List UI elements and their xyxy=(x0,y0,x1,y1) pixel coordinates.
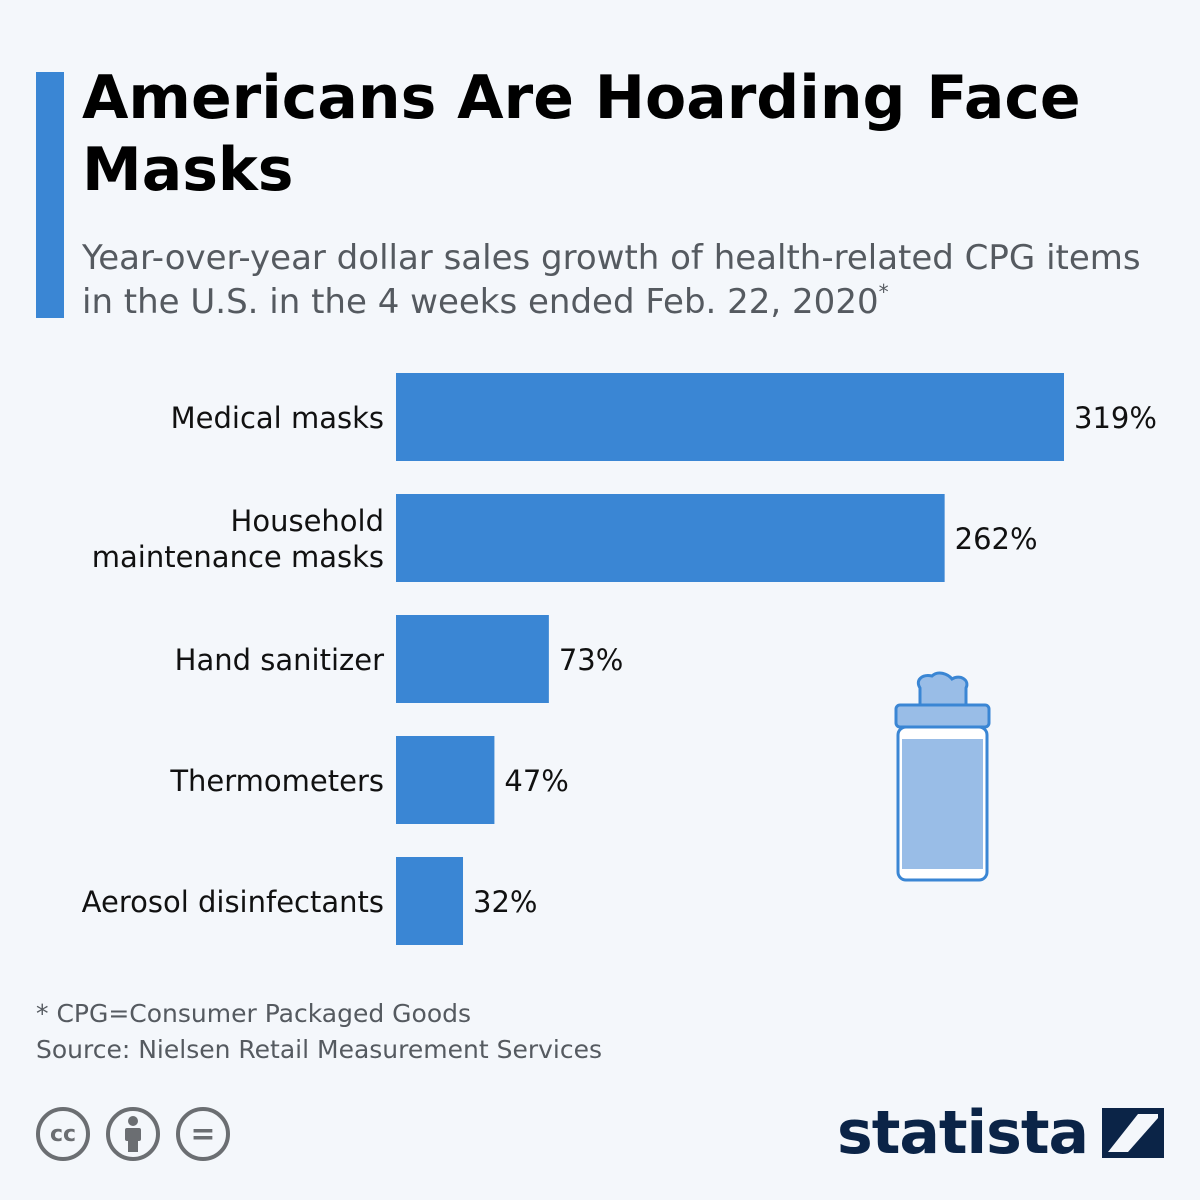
bar-2 xyxy=(396,615,549,703)
no-derivatives-icon[interactable]: = xyxy=(176,1107,230,1161)
bar-chart: 319% Medical masks 262% Household maintenanc… xyxy=(82,373,1157,945)
cc-icon-label: cc xyxy=(49,1121,77,1147)
footnote-cpg: * CPG=Consumer Packaged Goods xyxy=(36,999,472,1028)
category-label-line: maintenance masks xyxy=(92,540,384,574)
bar-1 xyxy=(396,494,945,582)
bar-3 xyxy=(396,736,495,824)
category-label-line: Aerosol disinfectants xyxy=(82,885,384,919)
statista-mark-icon xyxy=(1102,1108,1164,1158)
brand-name: statista xyxy=(836,1098,1089,1168)
category-label-line: Thermometers xyxy=(169,764,384,798)
bars-group: 319% Medical masks 262% Household maintenanc… xyxy=(82,373,1157,945)
source-note: Source: Nielsen Retail Measurement Servi… xyxy=(36,1035,602,1064)
value-label-3: 47% xyxy=(504,764,568,798)
subtitle-footnote-mark: * xyxy=(878,280,889,304)
cc-icon[interactable]: cc xyxy=(36,1107,90,1161)
category-label-2: Hand sanitizer xyxy=(175,643,384,677)
bar-4 xyxy=(396,857,464,945)
category-label-1: Household maintenance masks xyxy=(92,504,384,574)
wipes-container-icon xyxy=(894,671,991,882)
value-label-4: 32% xyxy=(473,885,537,919)
title-accent-bar xyxy=(36,72,64,318)
value-label-0: 319% xyxy=(1074,401,1157,435)
person-icon xyxy=(125,1116,141,1152)
footnotes: * CPG=Consumer Packaged Goods Source: Ni… xyxy=(36,996,602,1068)
bar-0 xyxy=(396,373,1064,461)
statista-logo[interactable]: statista xyxy=(837,1098,1164,1168)
chart-subtitle: Year-over-year dollar sales growth of he… xyxy=(82,236,1172,324)
category-label-4: Aerosol disinfectants xyxy=(82,885,384,919)
attribution-icon[interactable] xyxy=(106,1107,160,1161)
subtitle-text: Year-over-year dollar sales growth of he… xyxy=(82,238,1141,322)
no-derivatives-label: = xyxy=(190,1116,216,1152)
category-label-line: Hand sanitizer xyxy=(175,643,384,677)
category-label-0: Medical masks xyxy=(171,401,384,435)
chart-title: Americans Are Hoarding Face Masks xyxy=(82,63,1081,205)
value-label-1: 262% xyxy=(955,522,1038,556)
category-label-line: Household xyxy=(231,504,384,538)
license-icons: cc = xyxy=(36,1107,230,1161)
value-label-2: 73% xyxy=(559,643,623,677)
category-label-line: Medical masks xyxy=(171,401,384,435)
category-label-3: Thermometers xyxy=(169,764,384,798)
